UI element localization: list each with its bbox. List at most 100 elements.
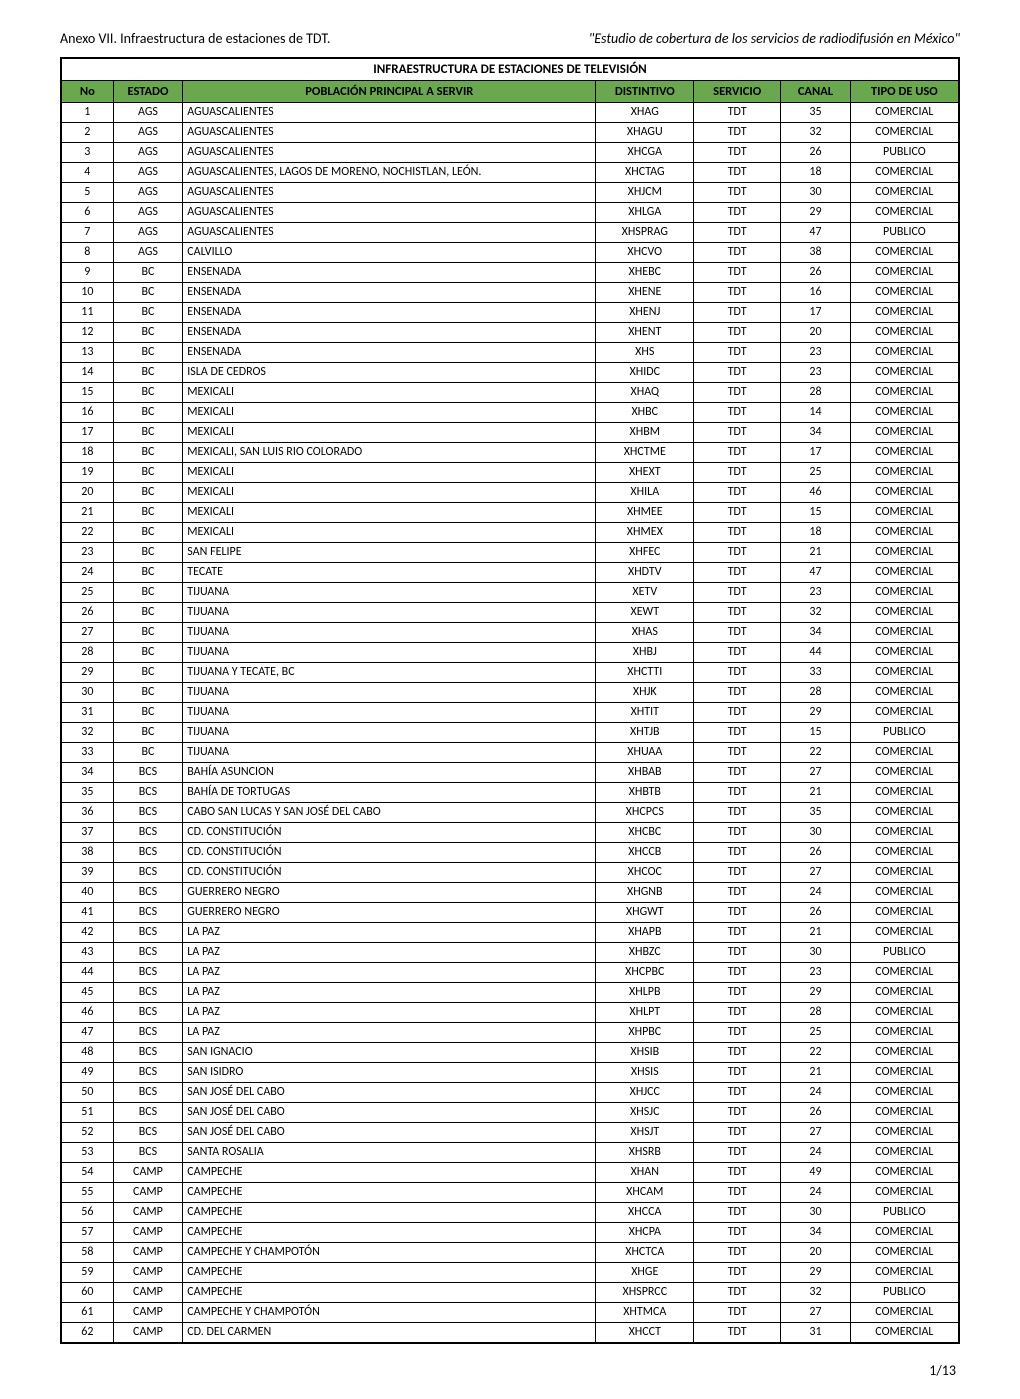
table-cell: 48: [61, 1043, 113, 1063]
table-row: 49BCSSAN ISIDROXHSISTDT21COMERCIAL: [61, 1063, 959, 1083]
table-cell: TDT: [694, 1083, 781, 1103]
table-cell: 24: [781, 1083, 851, 1103]
table-cell: 21: [61, 503, 113, 523]
table-row: 26BCTIJUANAXEWTTDT32COMERCIAL: [61, 603, 959, 623]
table-cell: BCS: [113, 1083, 183, 1103]
table-cell: TDT: [694, 1183, 781, 1203]
table-cell: 26: [781, 1103, 851, 1123]
table-cell: SAN JOSÉ DEL CABO: [183, 1123, 596, 1143]
table-cell: XHBC: [596, 403, 694, 423]
table-cell: XHCPCS: [596, 803, 694, 823]
table-cell: COMERCIAL: [850, 603, 959, 623]
table-cell: BCS: [113, 863, 183, 883]
table-cell: CABO SAN LUCAS Y SAN JOSÉ DEL CABO: [183, 803, 596, 823]
table-cell: 35: [61, 783, 113, 803]
table-cell: CAMP: [113, 1223, 183, 1243]
table-cell: XHCGA: [596, 143, 694, 163]
table-row: 2AGSAGUASCALIENTESXHAGUTDT32COMERCIAL: [61, 123, 959, 143]
table-cell: BCS: [113, 823, 183, 843]
table-cell: ENSENADA: [183, 283, 596, 303]
table-cell: 28: [781, 683, 851, 703]
table-cell: TDT: [694, 1043, 781, 1063]
table-cell: COMERCIAL: [850, 1183, 959, 1203]
table-cell: BC: [113, 443, 183, 463]
table-cell: TDT: [694, 543, 781, 563]
table-cell: XHENE: [596, 283, 694, 303]
table-cell: XHCBC: [596, 823, 694, 843]
table-cell: COMERCIAL: [850, 243, 959, 263]
table-cell: SAN JOSÉ DEL CABO: [183, 1083, 596, 1103]
table-cell: XHGWT: [596, 903, 694, 923]
table-cell: COMERCIAL: [850, 763, 959, 783]
table-row: 25BCTIJUANAXETVTDT23COMERCIAL: [61, 583, 959, 603]
table-cell: 15: [61, 383, 113, 403]
table-header-row: No ESTADO POBLACIÓN PRINCIPAL A SERVIR D…: [61, 81, 959, 103]
table-cell: 17: [61, 423, 113, 443]
table-cell: XHCTAG: [596, 163, 694, 183]
table-cell: 4: [61, 163, 113, 183]
table-cell: COMERCIAL: [850, 1123, 959, 1143]
table-cell: 5: [61, 183, 113, 203]
table-cell: COMERCIAL: [850, 983, 959, 1003]
table-cell: COMERCIAL: [850, 343, 959, 363]
table-cell: TIJUANA Y TECATE, BC: [183, 663, 596, 683]
table-cell: 17: [781, 443, 851, 463]
table-cell: CAMPECHE: [183, 1163, 596, 1183]
table-cell: BAHÍA ASUNCION: [183, 763, 596, 783]
table-cell: XHTJB: [596, 723, 694, 743]
table-cell: COMERCIAL: [850, 683, 959, 703]
table-cell: COMERCIAL: [850, 163, 959, 183]
table-cell: XHILA: [596, 483, 694, 503]
table-cell: BCS: [113, 763, 183, 783]
table-cell: CAMPECHE: [183, 1183, 596, 1203]
table-row: 15BCMEXICALIXHAQTDT28COMERCIAL: [61, 383, 959, 403]
table-cell: TDT: [694, 263, 781, 283]
table-cell: TDT: [694, 1063, 781, 1083]
table-cell: AGUASCALIENTES: [183, 123, 596, 143]
table-cell: TDT: [694, 143, 781, 163]
table-cell: 50: [61, 1083, 113, 1103]
table-cell: PUBLICO: [850, 1283, 959, 1303]
table-cell: TDT: [694, 883, 781, 903]
table-cell: XHAGU: [596, 123, 694, 143]
table-row: 51BCSSAN JOSÉ DEL CABOXHSJCTDT26COMERCIA…: [61, 1103, 959, 1123]
table-cell: TDT: [694, 403, 781, 423]
table-cell: TDT: [694, 1143, 781, 1163]
table-cell: 32: [61, 723, 113, 743]
table-cell: BCS: [113, 983, 183, 1003]
table-cell: XHENT: [596, 323, 694, 343]
table-cell: COMERCIAL: [850, 1043, 959, 1063]
table-cell: BC: [113, 363, 183, 383]
table-cell: PUBLICO: [850, 943, 959, 963]
table-cell: COMERCIAL: [850, 703, 959, 723]
table-cell: COMERCIAL: [850, 823, 959, 843]
table-cell: PUBLICO: [850, 723, 959, 743]
table-cell: BC: [113, 703, 183, 723]
table-cell: AGUASCALIENTES: [183, 143, 596, 163]
table-cell: 62: [61, 1323, 113, 1344]
table-cell: COMERCIAL: [850, 923, 959, 943]
table-cell: XHCVO: [596, 243, 694, 263]
table-cell: BC: [113, 283, 183, 303]
table-cell: 49: [61, 1063, 113, 1083]
table-cell: 30: [61, 683, 113, 703]
table-row: 45BCSLA PAZXHLPBTDT29COMERCIAL: [61, 983, 959, 1003]
table-cell: 29: [781, 703, 851, 723]
table-cell: 23: [781, 963, 851, 983]
table-cell: BCS: [113, 1103, 183, 1123]
table-cell: COMERCIAL: [850, 303, 959, 323]
table-cell: COMERCIAL: [850, 1323, 959, 1344]
table-cell: XHGNB: [596, 883, 694, 903]
table-cell: CAMPECHE: [183, 1263, 596, 1283]
table-cell: 23: [61, 543, 113, 563]
table-row: 28BCTIJUANAXHBJTDT44COMERCIAL: [61, 643, 959, 663]
table-cell: XHCCB: [596, 843, 694, 863]
table-cell: TDT: [694, 1223, 781, 1243]
table-cell: TDT: [694, 503, 781, 523]
table-row: 47BCSLA PAZXHPBCTDT25COMERCIAL: [61, 1023, 959, 1043]
table-row: 6AGSAGUASCALIENTESXHLGATDT29COMERCIAL: [61, 203, 959, 223]
table-cell: GUERRERO NEGRO: [183, 903, 596, 923]
table-row: 4AGSAGUASCALIENTES, LAGOS DE MORENO, NOC…: [61, 163, 959, 183]
table-cell: TDT: [694, 783, 781, 803]
table-cell: XHAS: [596, 623, 694, 643]
